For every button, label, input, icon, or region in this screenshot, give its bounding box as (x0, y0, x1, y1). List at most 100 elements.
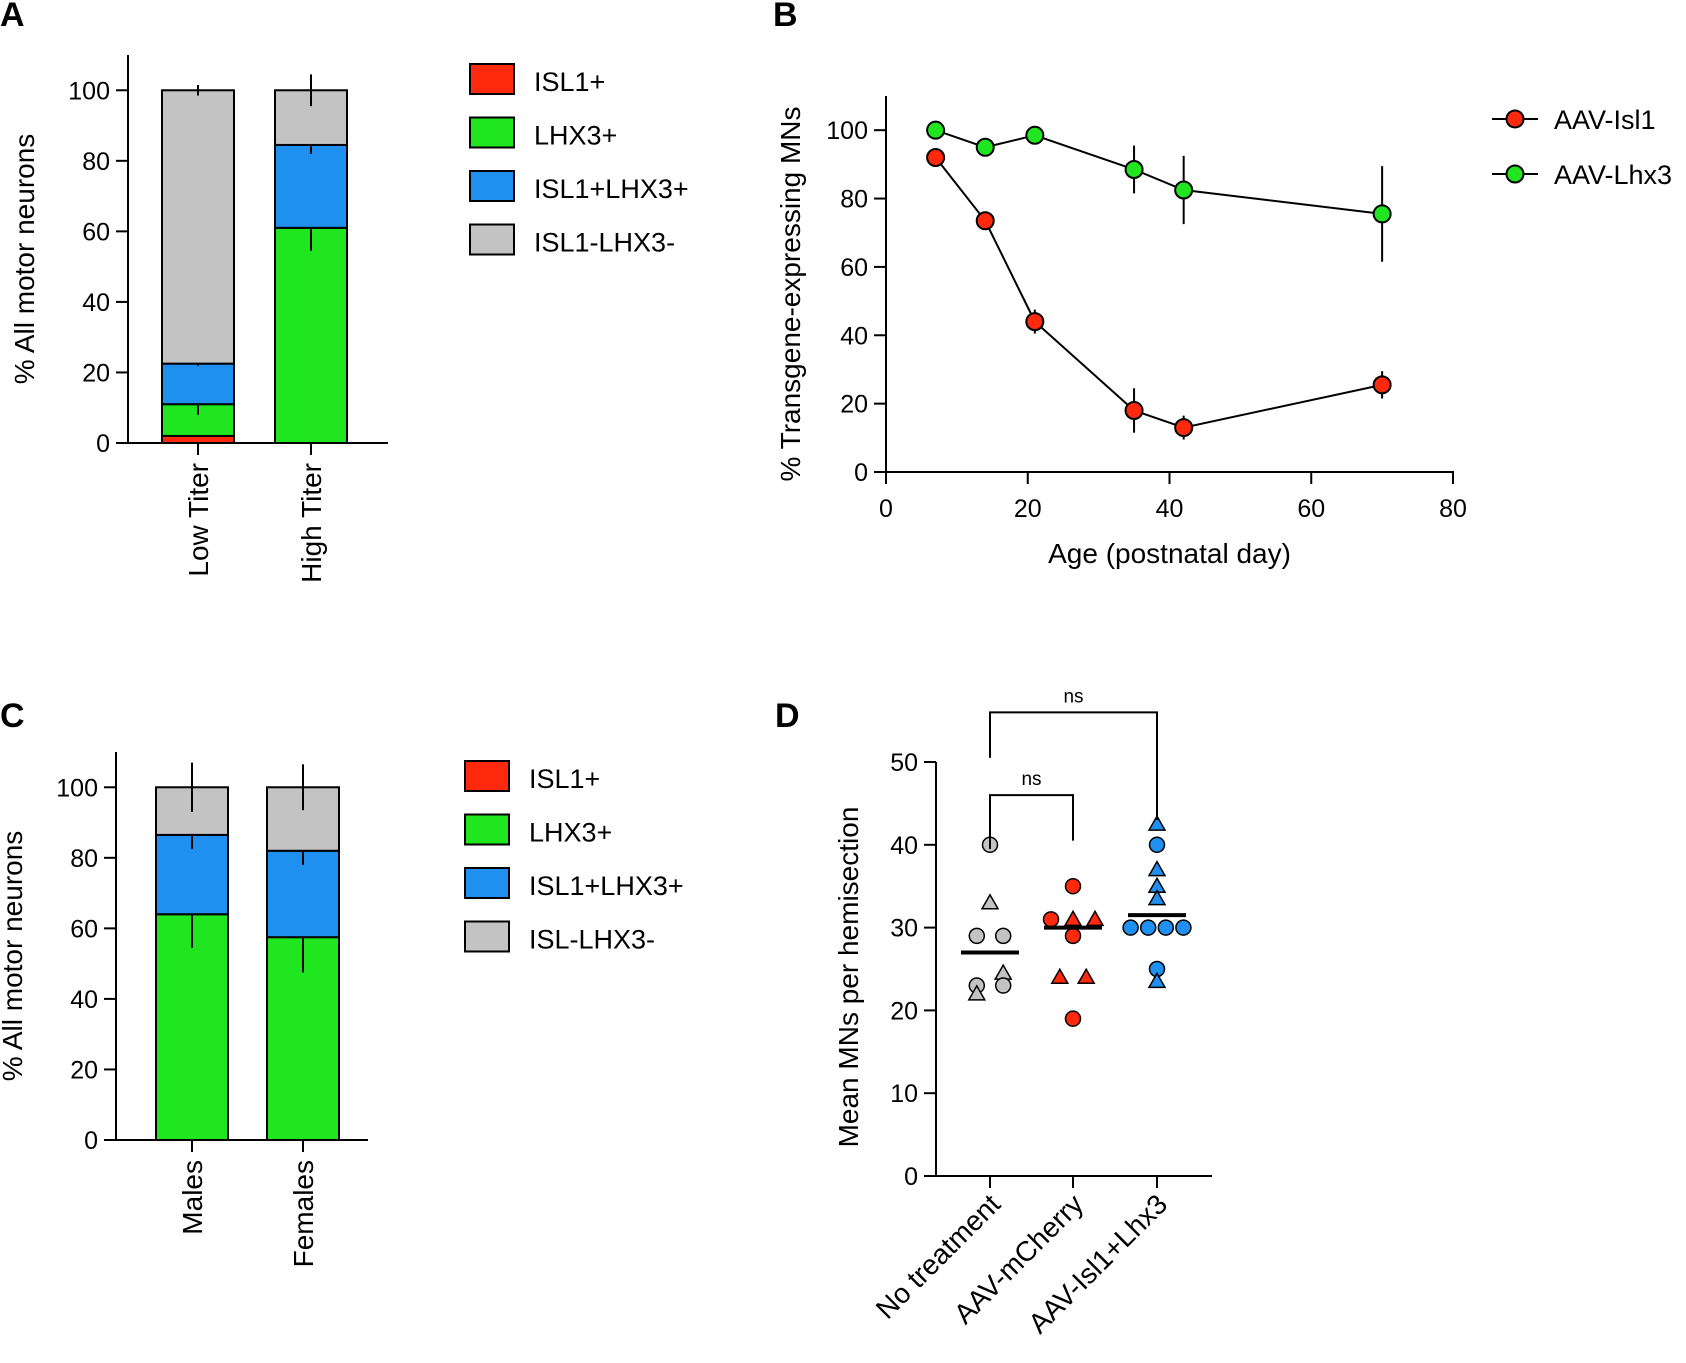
y-tick-label: 100 (56, 774, 98, 802)
y-tick-label: 20 (840, 391, 868, 419)
data-point-circle (1157, 919, 1175, 936)
y-tick-label: 40 (70, 986, 98, 1014)
legend-label: LHX3+ (529, 818, 612, 848)
legend-label: ISL1+ (529, 764, 600, 794)
legend-swatch-isl-lhx3 (464, 920, 510, 953)
y-tick-label: 60 (70, 915, 98, 943)
legend-label: ISL-LHX3- (529, 925, 655, 955)
data-point-circle (994, 977, 1012, 994)
data-point-triangle (980, 893, 1000, 910)
legend-marker-aav-lhx3 (1505, 164, 1525, 184)
data-point-triangle (1050, 967, 1070, 985)
y-tick-label: 100 (826, 117, 868, 145)
x-tick-label: 80 (1439, 495, 1467, 523)
y-tick-label: 0 (854, 459, 868, 487)
data-point-circle (968, 927, 986, 945)
y-tick-label: 20 (890, 997, 918, 1025)
legend-label: ISL1+LHX3+ (529, 871, 684, 901)
x-tick-label: 60 (1297, 495, 1325, 523)
legend-label: AAV-Isl1 (1554, 105, 1656, 135)
y-tick-label: 40 (890, 832, 918, 860)
y-tick-label: 0 (96, 430, 110, 458)
legend-marker-aav-isl1 (1505, 109, 1525, 129)
y-tick-label: 20 (70, 1056, 98, 1084)
y-axis-title: % Transgene-expressing MNs (775, 106, 806, 481)
legend-label: ISL1+ (534, 67, 605, 97)
data-point-aav-lhx3 (1124, 159, 1144, 179)
bar-segment-isl1-lhx3 (161, 89, 235, 365)
significance-label: ns (1021, 769, 1041, 790)
y-tick-label: 80 (840, 186, 868, 214)
y-axis-title: Mean MNs per hemisection (833, 807, 864, 1148)
data-point-aav-lhx3 (926, 120, 946, 140)
data-point-triangle (1085, 909, 1105, 927)
significance-label: ns (1063, 686, 1083, 707)
series-line-aav-isl1 (934, 156, 1383, 429)
data-point-aav-isl1 (1372, 375, 1392, 395)
legend-swatch-isl1 (464, 760, 510, 792)
data-point-circle (994, 927, 1012, 945)
panel-label-d: D (775, 697, 800, 735)
legend-label: ISL1-LHX3- (534, 228, 675, 258)
bar-segment-isl1 (161, 434, 235, 445)
data-point-triangle (1147, 814, 1167, 831)
y-tick-label: 80 (82, 148, 110, 176)
data-point-circle (1064, 877, 1082, 895)
data-point-triangle (1063, 909, 1083, 927)
y-tick-label: 0 (84, 1127, 98, 1155)
y-axis-title: % All motor neurons (9, 134, 40, 385)
data-point-triangle (1076, 967, 1096, 985)
x-category-label: Females (288, 1160, 319, 1267)
data-point-aav-lhx3 (1372, 204, 1392, 224)
series-line-aav-lhx3 (935, 129, 1383, 215)
bar-segment-lhx3 (155, 913, 229, 1141)
y-tick-label: 40 (82, 289, 110, 317)
chart-panel-b: 0 20 40 60 80 100 0 20 40 60 80 Age (postnatal day)… (775, 96, 1672, 569)
data-point-aav-isl1 (975, 211, 995, 231)
data-point-aav-isl1 (1124, 400, 1144, 420)
data-point-triangle (1147, 889, 1167, 906)
data-point-triangle (993, 963, 1013, 980)
significance-bracket (989, 794, 1074, 849)
bar-segment-isl1-lhx3 (266, 849, 340, 939)
y-tick-label: 60 (82, 218, 110, 246)
data-point-aav-isl1 (1174, 418, 1194, 438)
data-point-circle (1064, 1010, 1082, 1027)
bar-segment-isl1-lhx3 (161, 362, 235, 406)
panel-label-b: B (773, 0, 798, 34)
bar-segment-isl1-lhx3 (274, 143, 348, 229)
panel-label-a: A (0, 0, 25, 34)
legend-swatch-isl1 (469, 63, 515, 95)
legend-swatch-lhx3 (469, 116, 515, 149)
data-point-circle (1122, 919, 1139, 936)
x-category-label: Low Titer (183, 463, 214, 577)
data-point-aav-isl1 (926, 148, 946, 168)
data-point-aav-isl1 (1025, 312, 1045, 332)
legend-swatch-isl1-lhx3 (469, 170, 515, 202)
data-point-circle (1139, 919, 1157, 936)
data-point-aav-lhx3 (1174, 180, 1194, 200)
chart-panel-a: 0 20 40 60 80 100 % All motor neurons Low Titer… (9, 55, 689, 583)
y-tick-label: 80 (70, 845, 98, 873)
data-point-circle (1148, 836, 1166, 854)
data-point-aav-lhx3 (1025, 125, 1045, 145)
y-tick-label: 100 (68, 77, 110, 105)
x-tick-label: 40 (1156, 495, 1184, 523)
data-point-circle (1042, 911, 1060, 928)
y-tick-label: 10 (890, 1080, 918, 1108)
x-tick-label: 0 (879, 495, 893, 523)
legend-swatch-isl1-lhx3 (469, 223, 515, 256)
data-point-triangle (1147, 971, 1167, 989)
x-category-label: Males (177, 1160, 208, 1235)
y-tick-label: 20 (82, 359, 110, 387)
y-tick-label: 30 (890, 915, 918, 943)
data-point-triangle (1147, 860, 1167, 877)
significance-bracket (989, 711, 1158, 820)
bar-segment-isl1-lhx3 (155, 833, 229, 916)
x-tick-label: 20 (1014, 495, 1042, 523)
data-point-aav-lhx3 (975, 137, 995, 157)
data-point-circle (1175, 919, 1192, 936)
y-tick-label: 60 (840, 254, 868, 282)
